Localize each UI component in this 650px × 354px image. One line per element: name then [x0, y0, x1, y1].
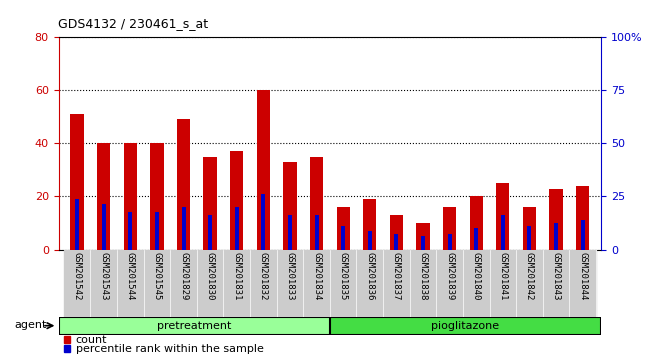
Bar [337, 207, 350, 250]
Text: GSM201829: GSM201829 [179, 252, 188, 300]
Bar [203, 156, 217, 250]
Bar [177, 120, 190, 250]
Bar [144, 250, 170, 317]
Text: GSM201844: GSM201844 [578, 252, 587, 300]
Bar [549, 188, 563, 250]
Text: GSM201837: GSM201837 [392, 252, 401, 300]
Bar [230, 152, 243, 250]
Bar [330, 317, 601, 335]
Bar [516, 250, 543, 317]
Text: GSM201840: GSM201840 [472, 252, 481, 300]
Bar [224, 250, 250, 317]
Bar [315, 215, 318, 250]
Bar [102, 205, 106, 250]
Text: GSM201543: GSM201543 [99, 252, 109, 300]
Bar [128, 212, 133, 250]
Bar [576, 186, 590, 250]
Bar [64, 336, 70, 343]
Bar [363, 199, 376, 250]
Bar [436, 250, 463, 317]
Bar [421, 236, 425, 250]
Bar [341, 226, 345, 250]
Bar [356, 250, 383, 317]
Bar [580, 220, 584, 250]
Bar [368, 231, 372, 250]
Bar [97, 143, 110, 250]
Bar [235, 207, 239, 250]
Bar [70, 114, 84, 250]
Bar [283, 162, 296, 250]
Text: GSM201838: GSM201838 [419, 252, 428, 300]
Bar [304, 250, 330, 317]
Bar [170, 250, 197, 317]
Bar [469, 196, 483, 250]
Bar [197, 250, 224, 317]
Text: GSM201544: GSM201544 [126, 252, 135, 300]
Bar [543, 250, 569, 317]
Bar [250, 250, 277, 317]
Text: agent: agent [14, 320, 47, 330]
Bar [443, 207, 456, 250]
Text: GSM201834: GSM201834 [312, 252, 321, 300]
Text: GSM201833: GSM201833 [285, 252, 294, 300]
Text: GSM201835: GSM201835 [339, 252, 348, 300]
Text: pretreatment: pretreatment [157, 321, 231, 331]
Bar [208, 215, 212, 250]
Bar [390, 215, 403, 250]
Text: GSM201843: GSM201843 [551, 252, 560, 300]
Bar [410, 250, 436, 317]
Text: GSM201830: GSM201830 [205, 252, 214, 300]
Bar [261, 194, 265, 250]
Text: pioglitazone: pioglitazone [432, 321, 500, 331]
Bar [417, 223, 430, 250]
Bar [500, 215, 505, 250]
Text: GSM201545: GSM201545 [153, 252, 161, 300]
Bar [474, 228, 478, 250]
Bar [489, 250, 516, 317]
Text: GSM201836: GSM201836 [365, 252, 374, 300]
Bar [64, 345, 70, 352]
Bar [277, 250, 304, 317]
Bar [330, 250, 356, 317]
Bar [310, 156, 323, 250]
Bar [257, 90, 270, 250]
Bar [124, 143, 137, 250]
Bar [75, 199, 79, 250]
Bar [288, 215, 292, 250]
Bar [395, 234, 398, 250]
Bar [64, 250, 90, 317]
Text: GSM201839: GSM201839 [445, 252, 454, 300]
Text: GSM201831: GSM201831 [232, 252, 241, 300]
Bar [496, 183, 510, 250]
Bar [155, 212, 159, 250]
Bar [463, 250, 489, 317]
Text: GSM201841: GSM201841 [499, 252, 507, 300]
Bar [90, 250, 117, 317]
Bar [569, 250, 596, 317]
Bar [117, 250, 144, 317]
Text: GDS4132 / 230461_s_at: GDS4132 / 230461_s_at [58, 17, 209, 30]
Text: percentile rank within the sample: percentile rank within the sample [76, 344, 264, 354]
Text: count: count [76, 335, 107, 345]
Bar [150, 143, 164, 250]
Text: GSM201542: GSM201542 [73, 252, 82, 300]
Bar [527, 226, 532, 250]
Bar [181, 207, 185, 250]
Bar [448, 234, 452, 250]
Bar [58, 317, 330, 335]
Bar [523, 207, 536, 250]
Text: GSM201842: GSM201842 [525, 252, 534, 300]
Text: GSM201832: GSM201832 [259, 252, 268, 300]
Bar [383, 250, 410, 317]
Bar [554, 223, 558, 250]
